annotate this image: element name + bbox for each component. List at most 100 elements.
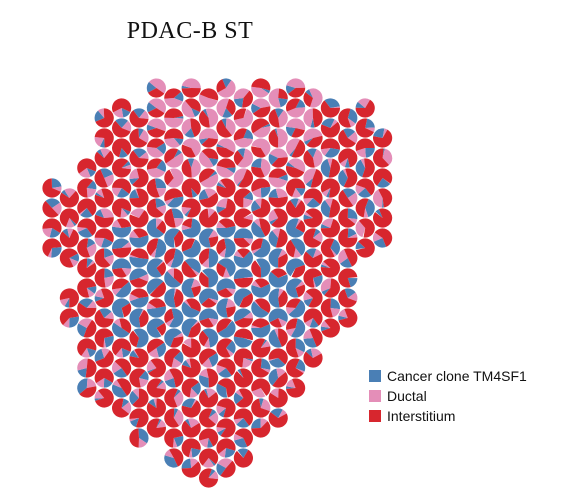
spot-slice: [330, 308, 340, 318]
spot-slice: [69, 218, 77, 227]
spot-slice: [347, 218, 358, 224]
spot-slice: [260, 418, 268, 428]
spot-slice: [233, 418, 244, 425]
legend-label-ductal: Ductal: [387, 388, 427, 404]
spot-slice: [95, 388, 114, 408]
spot-slice: [112, 219, 122, 228]
spot-pie: [112, 138, 132, 158]
spot-slice: [274, 108, 284, 118]
spot-pie: [164, 288, 184, 308]
spot-slice: [239, 293, 253, 308]
spot-pie: [251, 118, 271, 138]
spot-pie: [216, 358, 236, 378]
spot-slice: [251, 338, 271, 358]
spot-slice: [208, 158, 219, 167]
spot-pie: [355, 178, 375, 198]
spot-slice: [104, 254, 114, 266]
spot-pie: [216, 78, 236, 98]
spot-slice: [129, 390, 139, 405]
spot-slice: [303, 108, 313, 128]
spot-slice: [251, 198, 271, 218]
spot-slice: [312, 108, 323, 128]
spot-slice: [285, 278, 303, 298]
spot-slice: [222, 108, 233, 118]
spot-slice: [167, 168, 184, 188]
spot-slice: [216, 79, 226, 93]
spot-slice: [146, 146, 164, 158]
spot-pie: [129, 368, 149, 388]
spot-pie: [355, 158, 375, 178]
spot-slice: [181, 88, 201, 98]
spot-slice: [365, 199, 375, 218]
spot-pie: [181, 118, 201, 138]
spot-slice: [78, 298, 94, 308]
spot-slice: [62, 228, 70, 238]
spot-pie: [42, 238, 62, 258]
spot-pie: [164, 388, 184, 408]
spot-pie: [216, 158, 236, 178]
spot-slice: [164, 388, 178, 408]
spot-slice: [199, 389, 219, 408]
spot-slice: [201, 358, 213, 368]
spot-slice: [252, 126, 271, 138]
spot-pie: [338, 108, 358, 128]
spot-slice: [146, 418, 166, 438]
spot-slice: [166, 258, 174, 268]
spot-slice: [223, 268, 231, 278]
spot-slice: [252, 106, 271, 118]
spot-slice: [208, 471, 219, 480]
spot-slice: [221, 118, 227, 128]
spot-slice: [94, 214, 114, 228]
spot-pie: [164, 328, 184, 348]
spot-slice: [164, 271, 182, 288]
spot-slice: [199, 192, 219, 208]
spot-slice: [208, 458, 216, 466]
spot-slice: [101, 238, 113, 248]
spot-slice: [148, 98, 166, 114]
legend-item-cancer-clone: Cancer clone TM4SF1: [369, 366, 527, 386]
spot-slice: [216, 165, 235, 178]
spot-slice: [77, 368, 87, 378]
spot-pie: [338, 228, 358, 248]
spot-pie: [303, 188, 323, 208]
spot-pie: [268, 288, 288, 308]
spot-slice: [77, 338, 97, 356]
spot-slice: [191, 158, 201, 178]
spot-slice: [233, 449, 254, 468]
spot-slice: [198, 110, 210, 128]
spot-slice: [121, 164, 132, 170]
spot-slice: [216, 143, 226, 148]
spot-slice: [355, 184, 366, 195]
spot-slice: [276, 368, 286, 378]
spot-slice: [86, 188, 97, 198]
spot-slice: [269, 148, 288, 158]
spot-slice: [139, 151, 149, 159]
spot-slice: [138, 128, 144, 138]
spot-slice: [303, 351, 323, 368]
spot-slice: [355, 138, 375, 151]
spot-slice: [270, 388, 279, 398]
spot-pie: [251, 378, 271, 398]
spot-slice: [154, 238, 167, 258]
spot-pie: [94, 248, 114, 268]
spot-slice: [119, 318, 132, 334]
spot-pie: [303, 88, 323, 108]
spot-pie: [181, 78, 201, 98]
spot-slice: [164, 148, 179, 164]
spot-slice: [164, 117, 184, 128]
spot-slice: [234, 138, 253, 148]
spot-pie: [338, 268, 358, 288]
spot-pie: [94, 108, 114, 128]
spot-slice: [303, 214, 313, 220]
spot-slice: [164, 169, 174, 186]
spot-slice: [278, 249, 287, 258]
spot-slice: [59, 229, 79, 248]
spot-pie: [181, 138, 201, 158]
spot-slice: [251, 388, 266, 398]
spot-slice: [139, 110, 149, 119]
spot-slice: [139, 370, 149, 381]
spot-slice: [77, 178, 93, 198]
spot-slice: [133, 349, 139, 358]
spot-slice: [80, 208, 93, 218]
spot-slice: [355, 99, 375, 118]
